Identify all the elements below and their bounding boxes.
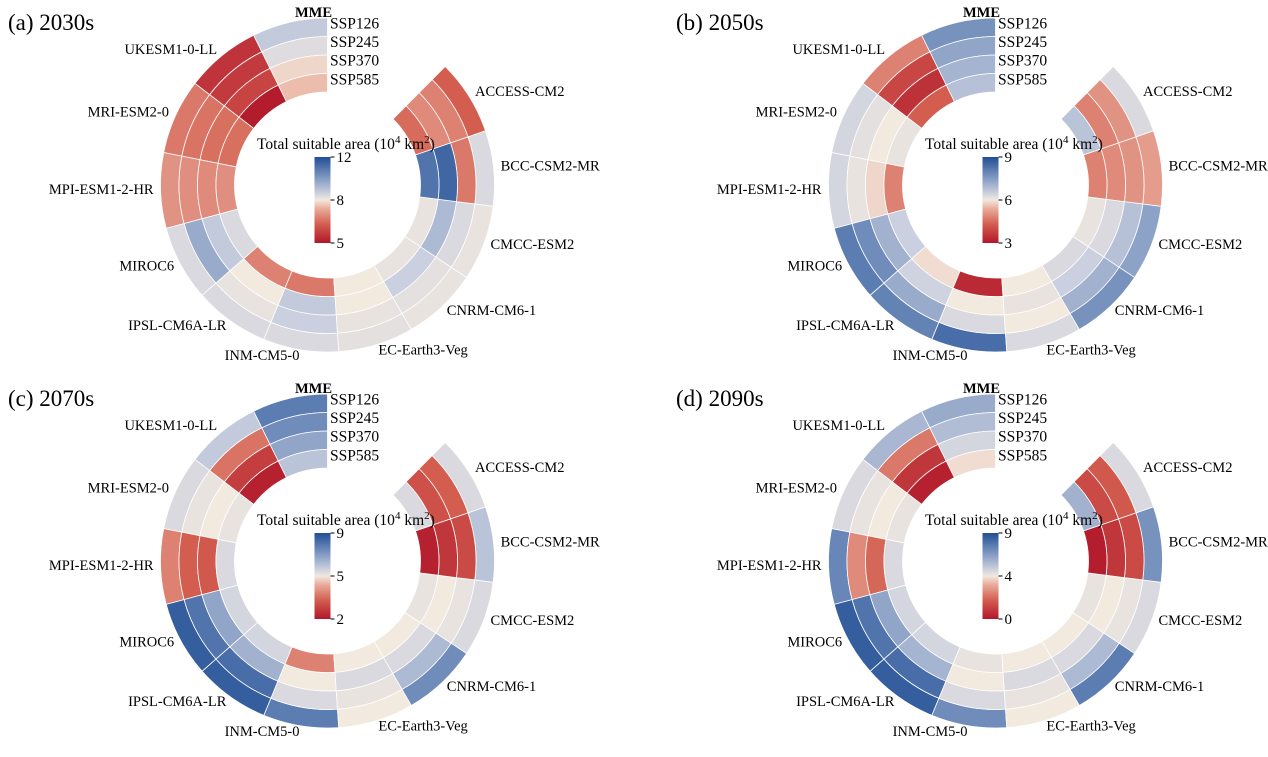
svg-text:SSP126: SSP126 — [998, 16, 1047, 33]
svg-text:CMCC-ESM2: CMCC-ESM2 — [491, 613, 575, 629]
svg-text:CNRM-CM6-1: CNRM-CM6-1 — [447, 303, 536, 319]
svg-text:SSP585: SSP585 — [998, 447, 1047, 464]
svg-text:ACCESS-CM2: ACCESS-CM2 — [475, 460, 564, 476]
svg-text:SSP126: SSP126 — [998, 392, 1047, 409]
svg-text:MPI-ESM1-2-HR: MPI-ESM1-2-HR — [49, 182, 154, 198]
svg-text:SSP126: SSP126 — [330, 16, 379, 33]
svg-text:CNRM-CM6-1: CNRM-CM6-1 — [447, 679, 536, 695]
svg-text:9: 9 — [1005, 150, 1013, 166]
svg-text:SSP370: SSP370 — [998, 429, 1047, 446]
svg-text:IPSL-CM6A-LR: IPSL-CM6A-LR — [796, 694, 895, 710]
svg-text:CMCC-ESM2: CMCC-ESM2 — [491, 237, 575, 253]
svg-text:SSP370: SSP370 — [998, 53, 1047, 70]
svg-text:SSP245: SSP245 — [330, 410, 379, 427]
svg-text:8: 8 — [337, 193, 345, 209]
svg-text:UKESM1-0-LL: UKESM1-0-LL — [124, 42, 217, 58]
svg-text:SSP245: SSP245 — [998, 410, 1047, 427]
svg-text:BCC-CSM2-MR: BCC-CSM2-MR — [1169, 535, 1268, 551]
svg-text:ACCESS-CM2: ACCESS-CM2 — [475, 84, 564, 100]
svg-text:Total suitable area (104 km2): Total suitable area (104 km2) — [925, 510, 1103, 529]
svg-text:CNRM-CM6-1: CNRM-CM6-1 — [1115, 303, 1204, 319]
svg-text:EC-Earth3-Veg: EC-Earth3-Veg — [1046, 719, 1135, 735]
svg-text:MIROC6: MIROC6 — [787, 259, 842, 275]
svg-text:SSP245: SSP245 — [330, 34, 379, 51]
svg-text:UKESM1-0-LL: UKESM1-0-LL — [124, 418, 217, 434]
svg-text:INM-CM5-0: INM-CM5-0 — [893, 724, 968, 740]
svg-text:Total suitable area (104 km2): Total suitable area (104 km2) — [925, 134, 1103, 153]
svg-text:MME: MME — [963, 381, 1000, 397]
svg-text:EC-Earth3-Veg: EC-Earth3-Veg — [1046, 343, 1135, 359]
svg-text:MPI-ESM1-2-HR: MPI-ESM1-2-HR — [49, 558, 154, 574]
svg-text:IPSL-CM6A-LR: IPSL-CM6A-LR — [128, 318, 227, 334]
svg-text:IPSL-CM6A-LR: IPSL-CM6A-LR — [796, 318, 895, 334]
svg-text:MIROC6: MIROC6 — [119, 259, 174, 275]
svg-text:MME: MME — [295, 5, 332, 21]
svg-text:EC-Earth3-Veg: EC-Earth3-Veg — [378, 719, 467, 735]
svg-text:5: 5 — [337, 236, 345, 252]
svg-text:ACCESS-CM2: ACCESS-CM2 — [1143, 460, 1232, 476]
svg-text:INM-CM5-0: INM-CM5-0 — [893, 348, 968, 364]
svg-text:INM-CM5-0: INM-CM5-0 — [225, 724, 300, 740]
svg-text:MPI-ESM1-2-HR: MPI-ESM1-2-HR — [717, 182, 822, 198]
svg-text:SSP585: SSP585 — [330, 447, 379, 464]
svg-text:CMCC-ESM2: CMCC-ESM2 — [1159, 613, 1243, 629]
svg-text:12: 12 — [337, 150, 352, 166]
svg-text:UKESM1-0-LL: UKESM1-0-LL — [792, 418, 885, 434]
svg-text:MRI-ESM2-0: MRI-ESM2-0 — [756, 105, 837, 121]
svg-text:MRI-ESM2-0: MRI-ESM2-0 — [88, 481, 169, 497]
svg-text:9: 9 — [337, 526, 345, 542]
svg-text:(c) 2070s: (c) 2070s — [8, 386, 94, 411]
svg-text:SSP370: SSP370 — [330, 53, 379, 70]
svg-text:MPI-ESM1-2-HR: MPI-ESM1-2-HR — [717, 558, 822, 574]
svg-text:(d) 2090s: (d) 2090s — [676, 386, 764, 411]
svg-text:SSP585: SSP585 — [998, 71, 1047, 88]
svg-text:BCC-CSM2-MR: BCC-CSM2-MR — [501, 535, 600, 551]
svg-text:MIROC6: MIROC6 — [119, 635, 174, 651]
svg-text:(a) 2030s: (a) 2030s — [8, 10, 94, 35]
svg-text:UKESM1-0-LL: UKESM1-0-LL — [792, 42, 885, 58]
svg-text:6: 6 — [1005, 193, 1013, 209]
svg-text:5: 5 — [337, 569, 345, 585]
svg-text:4: 4 — [1005, 569, 1013, 585]
svg-text:MRI-ESM2-0: MRI-ESM2-0 — [756, 481, 837, 497]
svg-text:CNRM-CM6-1: CNRM-CM6-1 — [1115, 679, 1204, 695]
svg-text:(b) 2050s: (b) 2050s — [676, 10, 764, 35]
svg-text:MME: MME — [295, 381, 332, 397]
svg-text:9: 9 — [1005, 526, 1013, 542]
svg-text:MRI-ESM2-0: MRI-ESM2-0 — [88, 105, 169, 121]
svg-text:ACCESS-CM2: ACCESS-CM2 — [1143, 84, 1232, 100]
svg-text:SSP245: SSP245 — [998, 34, 1047, 51]
svg-text:SSP370: SSP370 — [330, 429, 379, 446]
svg-text:SSP126: SSP126 — [330, 392, 379, 409]
svg-text:BCC-CSM2-MR: BCC-CSM2-MR — [501, 159, 600, 175]
svg-text:EC-Earth3-Veg: EC-Earth3-Veg — [378, 343, 467, 359]
svg-text:2: 2 — [337, 612, 345, 628]
svg-text:Total suitable area (104 km2): Total suitable area (104 km2) — [257, 510, 435, 529]
svg-text:0: 0 — [1005, 612, 1013, 628]
svg-text:CMCC-ESM2: CMCC-ESM2 — [1159, 237, 1243, 253]
svg-text:SSP585: SSP585 — [330, 71, 379, 88]
svg-text:3: 3 — [1005, 236, 1013, 252]
svg-text:MME: MME — [963, 5, 1000, 21]
svg-text:IPSL-CM6A-LR: IPSL-CM6A-LR — [128, 694, 227, 710]
svg-text:INM-CM5-0: INM-CM5-0 — [225, 348, 300, 364]
svg-text:BCC-CSM2-MR: BCC-CSM2-MR — [1169, 159, 1268, 175]
svg-text:MIROC6: MIROC6 — [787, 635, 842, 651]
